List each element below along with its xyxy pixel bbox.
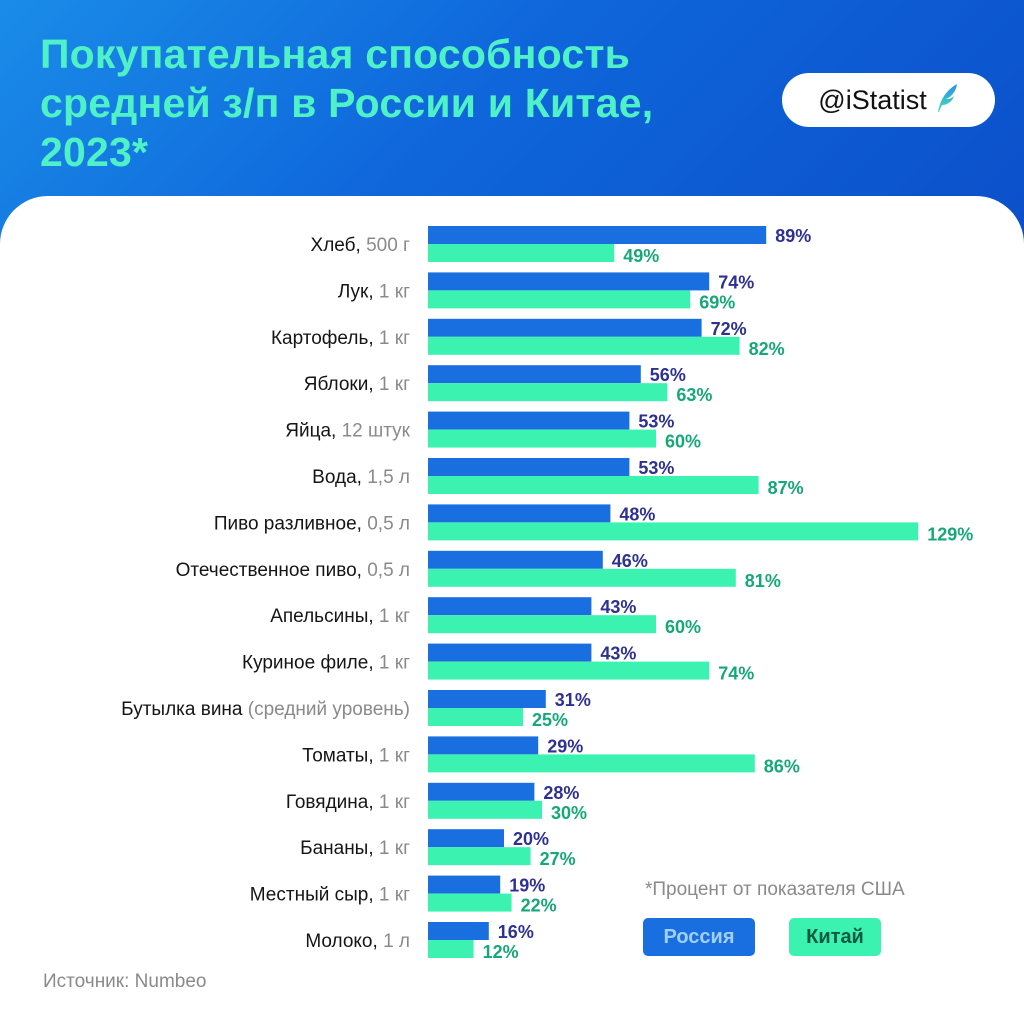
value-label-china: 87%	[768, 478, 804, 498]
bar-china	[428, 940, 474, 958]
source-note: Источник: Numbeo	[43, 971, 207, 992]
value-label-russia: 19%	[509, 876, 545, 896]
category-label: Вода, 1,5 л	[312, 467, 410, 488]
title-line-2: средней з/п в России и Китае,	[40, 80, 654, 126]
bar-russia	[428, 643, 592, 662]
bar-russia	[428, 690, 546, 708]
value-label-russia: 53%	[638, 412, 674, 432]
value-label-china: 60%	[665, 432, 701, 452]
title-line-1: Покупательная способность	[40, 31, 631, 77]
value-label-russia: 20%	[513, 829, 549, 849]
value-label-china: 74%	[718, 664, 754, 684]
bar-russia	[428, 829, 504, 848]
bar-china	[428, 800, 542, 819]
category-label: Яйца, 12 штук	[285, 421, 410, 442]
value-label-russia: 56%	[650, 365, 686, 385]
value-label-russia: 43%	[600, 644, 636, 664]
bar-china	[428, 754, 755, 773]
bar-russia	[428, 504, 611, 523]
category-label: Яблоки, 1 кг	[304, 374, 410, 395]
category-label: Пиво разливное, 0,5 л	[214, 513, 410, 534]
value-label-russia: 16%	[498, 922, 534, 942]
value-label-china: 27%	[540, 849, 576, 869]
bar-russia	[428, 736, 539, 755]
badge-text: @iStatist	[818, 84, 927, 115]
footnote: *Процент от показателя США	[645, 879, 905, 900]
bar-china	[428, 429, 656, 448]
category-label: Томаты, 1 кг	[302, 745, 410, 766]
feather-logo-icon	[935, 83, 959, 118]
value-label-russia: 89%	[775, 226, 811, 246]
bar-russia	[428, 318, 702, 337]
bar-russia	[428, 782, 535, 801]
value-label-china: 63%	[676, 385, 712, 405]
value-label-russia: 46%	[612, 551, 648, 571]
bar-china	[428, 290, 691, 309]
value-label-china: 81%	[745, 571, 781, 591]
bar-china	[428, 522, 919, 541]
value-label-russia: 74%	[718, 272, 754, 292]
bar-russia	[428, 550, 603, 569]
bar-china	[428, 383, 668, 402]
value-label-china: 60%	[665, 617, 701, 637]
bar-russia	[428, 922, 489, 940]
bar-russia	[428, 597, 592, 616]
legend-russia[interactable]: Россия	[643, 918, 755, 956]
value-label-china: 12%	[483, 942, 519, 962]
category-label: Молоко, 1 л	[305, 931, 410, 952]
bar-china	[428, 615, 656, 634]
bar-russia	[428, 458, 630, 476]
category-label: Местный сыр, 1 кг	[250, 885, 410, 906]
page-title: Покупательная способность средней з/п в …	[40, 30, 740, 177]
value-label-russia: 28%	[543, 783, 579, 803]
value-label-russia: 48%	[619, 504, 655, 524]
category-label: Лук, 1 кг	[338, 281, 410, 302]
bar-china	[428, 244, 615, 262]
legend-china[interactable]: Китай	[789, 918, 881, 956]
istatist-badge[interactable]: @iStatist	[782, 73, 995, 127]
bar-russia	[428, 272, 710, 291]
bar-russia	[428, 226, 767, 244]
value-label-china: 25%	[532, 710, 568, 730]
category-label: Куриное филе, 1 кг	[242, 653, 410, 674]
category-label: Отечественное пиво, 0,5 л	[176, 560, 410, 581]
value-label-china: 30%	[551, 803, 587, 823]
bar-china	[428, 708, 523, 726]
value-label-china: 69%	[699, 292, 735, 312]
category-label: Говядина, 1 кг	[286, 792, 410, 813]
bar-russia	[428, 875, 501, 894]
value-label-china: 129%	[927, 524, 973, 544]
value-label-russia: 72%	[711, 319, 747, 339]
bar-russia	[428, 365, 641, 384]
bar-china	[428, 847, 531, 866]
bar-china	[428, 476, 759, 494]
bar-china	[428, 661, 710, 680]
bar-china	[428, 336, 740, 355]
value-label-russia: 31%	[555, 690, 591, 710]
category-label: Бананы, 1 кг	[300, 838, 410, 859]
category-label: Бутылка вина (средний уровень)	[121, 699, 410, 720]
category-label: Апельсины, 1 кг	[270, 606, 410, 627]
value-label-china: 22%	[521, 896, 557, 916]
value-label-china: 82%	[749, 339, 785, 359]
bar-china	[428, 568, 736, 587]
title-line-3: 2023*	[40, 129, 149, 175]
value-label-russia: 53%	[638, 458, 674, 478]
bar-russia	[428, 411, 630, 430]
category-label: Картофель, 1 кг	[271, 328, 410, 349]
value-label-china: 86%	[764, 756, 800, 776]
value-label-russia: 29%	[547, 736, 583, 756]
bar-china	[428, 893, 512, 912]
value-label-russia: 43%	[600, 597, 636, 617]
category-label: Хлеб, 500 г	[311, 235, 411, 256]
value-label-china: 49%	[623, 246, 659, 266]
